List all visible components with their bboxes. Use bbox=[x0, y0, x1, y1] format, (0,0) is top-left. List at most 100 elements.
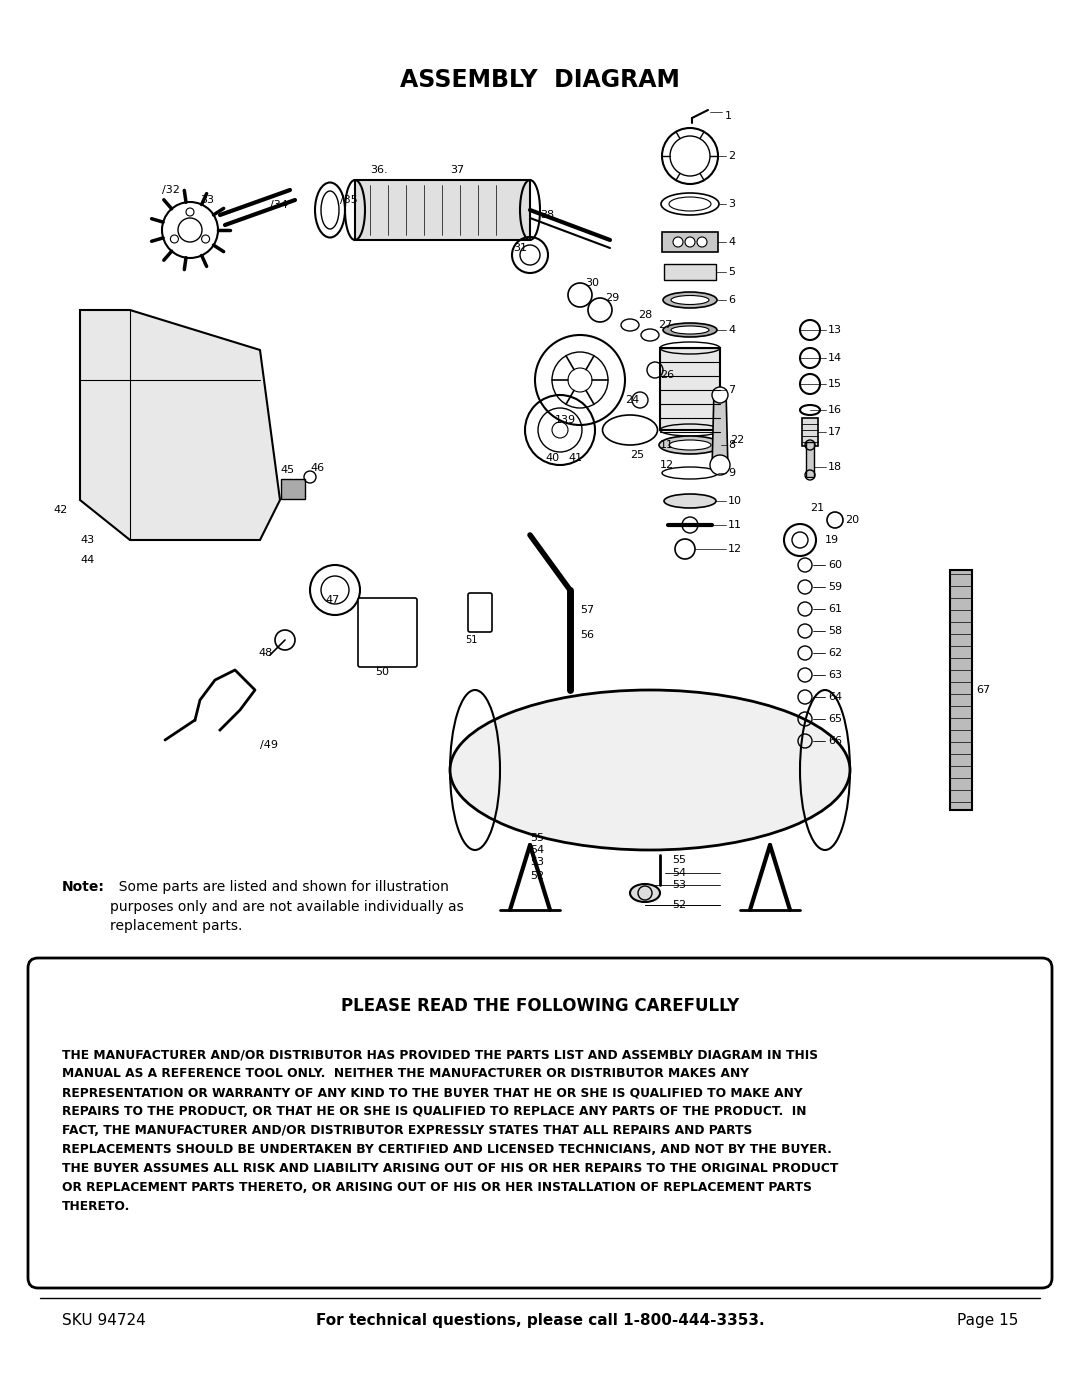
Text: 43: 43 bbox=[80, 535, 94, 545]
Bar bbox=[802, 418, 818, 446]
Text: 55: 55 bbox=[530, 833, 544, 842]
Text: 12: 12 bbox=[728, 543, 742, 555]
Text: 29: 29 bbox=[605, 293, 619, 303]
Text: 28: 28 bbox=[638, 310, 652, 320]
Text: 8: 8 bbox=[728, 440, 735, 450]
Text: 37: 37 bbox=[450, 165, 464, 175]
Text: 54: 54 bbox=[530, 845, 544, 855]
Text: 65: 65 bbox=[828, 714, 842, 724]
Text: 13: 13 bbox=[828, 326, 842, 335]
FancyBboxPatch shape bbox=[28, 958, 1052, 1288]
Text: /35: /35 bbox=[340, 196, 357, 205]
Text: 17: 17 bbox=[828, 427, 842, 437]
Circle shape bbox=[712, 387, 728, 402]
Text: 7: 7 bbox=[728, 386, 735, 395]
Polygon shape bbox=[80, 310, 280, 541]
Text: 57: 57 bbox=[580, 605, 594, 615]
Bar bbox=[662, 232, 718, 251]
Text: 6: 6 bbox=[728, 295, 735, 305]
Text: 36.: 36. bbox=[370, 165, 388, 175]
Text: 64: 64 bbox=[828, 692, 842, 703]
Text: 27: 27 bbox=[658, 320, 672, 330]
Circle shape bbox=[685, 237, 696, 247]
Circle shape bbox=[697, 237, 707, 247]
Bar bbox=[950, 570, 972, 810]
Text: 54: 54 bbox=[672, 868, 686, 877]
Bar bbox=[355, 180, 530, 240]
Text: 1: 1 bbox=[725, 110, 732, 122]
Text: 139: 139 bbox=[554, 415, 576, 425]
Ellipse shape bbox=[450, 690, 850, 849]
Text: 51: 51 bbox=[465, 636, 477, 645]
Text: 46: 46 bbox=[310, 462, 324, 474]
Text: 47: 47 bbox=[325, 595, 339, 605]
Text: 45: 45 bbox=[280, 465, 294, 475]
Text: 48: 48 bbox=[258, 648, 272, 658]
Text: 4: 4 bbox=[728, 326, 735, 335]
FancyBboxPatch shape bbox=[357, 598, 417, 666]
Text: 10: 10 bbox=[728, 496, 742, 506]
Text: Some parts are listed and shown for illustration
purposes only and are not avail: Some parts are listed and shown for illu… bbox=[110, 880, 463, 933]
Text: 63: 63 bbox=[828, 671, 842, 680]
Text: 66: 66 bbox=[828, 736, 842, 746]
Circle shape bbox=[673, 237, 683, 247]
Text: 33: 33 bbox=[200, 196, 214, 205]
FancyBboxPatch shape bbox=[281, 479, 305, 499]
Text: 24: 24 bbox=[625, 395, 639, 405]
Text: PLEASE READ THE FOLLOWING CAREFULLY: PLEASE READ THE FOLLOWING CAREFULLY bbox=[341, 997, 739, 1016]
Text: 58: 58 bbox=[828, 626, 842, 636]
Bar bbox=[660, 348, 720, 430]
Text: 55: 55 bbox=[672, 855, 686, 865]
Text: ASSEMBLY  DIAGRAM: ASSEMBLY DIAGRAM bbox=[400, 68, 680, 92]
Text: 26: 26 bbox=[660, 370, 674, 380]
Text: Note:: Note: bbox=[62, 880, 105, 894]
Text: 18: 18 bbox=[828, 462, 842, 472]
Text: SKU 94724: SKU 94724 bbox=[62, 1313, 146, 1329]
Text: 53: 53 bbox=[530, 856, 544, 868]
Text: 20: 20 bbox=[845, 515, 859, 525]
Text: /49: /49 bbox=[260, 740, 278, 750]
Text: 22: 22 bbox=[730, 434, 744, 446]
Text: 5: 5 bbox=[728, 267, 735, 277]
Text: 42: 42 bbox=[54, 504, 68, 515]
Text: For technical questions, please call 1-800-444-3353.: For technical questions, please call 1-8… bbox=[315, 1313, 765, 1329]
Text: 3: 3 bbox=[728, 198, 735, 210]
Bar bbox=[664, 264, 716, 279]
Text: 12: 12 bbox=[660, 460, 674, 469]
Text: 15: 15 bbox=[828, 379, 842, 388]
Ellipse shape bbox=[663, 323, 717, 337]
Text: 40: 40 bbox=[545, 453, 559, 462]
Text: 16: 16 bbox=[828, 405, 842, 415]
Text: 59: 59 bbox=[828, 583, 842, 592]
Text: 21: 21 bbox=[810, 503, 824, 513]
Text: 31: 31 bbox=[513, 243, 527, 253]
Text: 61: 61 bbox=[828, 604, 842, 615]
Text: 25: 25 bbox=[630, 450, 644, 460]
Text: 11: 11 bbox=[728, 520, 742, 529]
Ellipse shape bbox=[664, 495, 716, 509]
Text: 2: 2 bbox=[728, 151, 735, 161]
Text: 67: 67 bbox=[976, 685, 990, 694]
Polygon shape bbox=[806, 441, 814, 476]
Text: 41: 41 bbox=[568, 453, 582, 462]
Text: 56: 56 bbox=[580, 630, 594, 640]
Ellipse shape bbox=[630, 884, 660, 902]
Text: 62: 62 bbox=[828, 648, 842, 658]
Ellipse shape bbox=[671, 326, 708, 334]
Text: 52: 52 bbox=[530, 870, 544, 882]
Text: 19: 19 bbox=[825, 535, 839, 545]
Text: 38: 38 bbox=[540, 210, 554, 219]
Text: 44: 44 bbox=[80, 555, 94, 564]
Ellipse shape bbox=[669, 440, 711, 450]
Text: Page 15: Page 15 bbox=[957, 1313, 1018, 1329]
Text: /34: /34 bbox=[270, 200, 288, 210]
Text: 11: 11 bbox=[660, 440, 674, 450]
FancyBboxPatch shape bbox=[468, 592, 492, 631]
Text: 60: 60 bbox=[828, 560, 842, 570]
Polygon shape bbox=[712, 390, 728, 469]
Ellipse shape bbox=[659, 436, 721, 454]
Circle shape bbox=[681, 517, 698, 534]
Text: /32: /32 bbox=[162, 184, 180, 196]
Text: 30: 30 bbox=[585, 278, 599, 288]
Text: 53: 53 bbox=[672, 880, 686, 890]
